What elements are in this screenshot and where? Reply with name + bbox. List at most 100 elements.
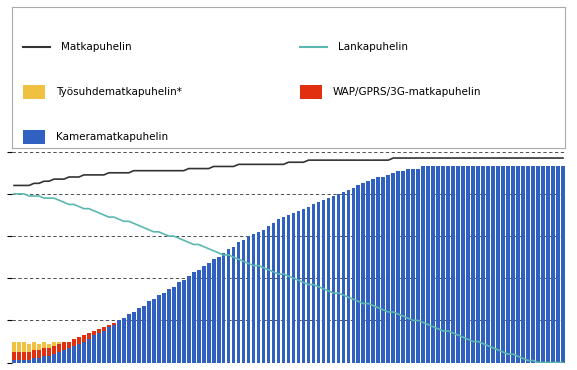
Bar: [142, 306, 145, 363]
Bar: [436, 331, 440, 363]
Bar: [102, 331, 106, 363]
Bar: [187, 293, 190, 363]
Bar: [187, 337, 190, 363]
Bar: [291, 333, 295, 363]
Bar: [192, 272, 196, 363]
Bar: [97, 329, 101, 363]
Bar: [516, 331, 520, 363]
Bar: [72, 342, 76, 363]
Bar: [82, 342, 86, 363]
Bar: [152, 299, 156, 363]
Bar: [242, 270, 245, 363]
Bar: [182, 280, 186, 363]
Bar: [461, 166, 465, 363]
Bar: [202, 337, 205, 363]
Bar: [242, 240, 245, 363]
Bar: [321, 242, 325, 363]
Bar: [152, 306, 156, 363]
Bar: [406, 169, 410, 363]
Bar: [516, 166, 520, 363]
Bar: [396, 171, 400, 363]
Bar: [396, 331, 400, 363]
Bar: [177, 337, 181, 363]
Bar: [426, 331, 430, 363]
Bar: [432, 242, 435, 363]
Bar: [297, 333, 301, 363]
Bar: [42, 348, 46, 363]
Bar: [147, 308, 151, 363]
Bar: [207, 337, 211, 363]
Bar: [267, 225, 271, 363]
Bar: [376, 331, 380, 363]
Bar: [107, 342, 111, 363]
Bar: [436, 166, 440, 363]
Bar: [541, 166, 545, 363]
Bar: [541, 242, 545, 363]
Bar: [276, 335, 280, 363]
Bar: [112, 323, 116, 363]
Bar: [27, 344, 31, 363]
Bar: [82, 342, 86, 363]
Bar: [556, 331, 560, 363]
Bar: [521, 242, 525, 363]
Bar: [132, 312, 136, 363]
Bar: [391, 173, 395, 363]
Bar: [27, 352, 31, 363]
Bar: [342, 333, 345, 363]
Bar: [72, 346, 76, 363]
Bar: [451, 166, 455, 363]
Bar: [481, 166, 485, 363]
Bar: [262, 335, 265, 363]
Bar: [496, 331, 500, 363]
Bar: [252, 266, 256, 363]
Bar: [376, 177, 380, 363]
Text: Matkapuhelin: Matkapuhelin: [61, 42, 132, 52]
Bar: [162, 302, 166, 363]
Bar: [381, 331, 385, 363]
Bar: [321, 200, 325, 363]
Bar: [526, 242, 530, 363]
Bar: [471, 166, 475, 363]
Text: Lankapuhelin: Lankapuhelin: [338, 42, 409, 52]
Bar: [366, 242, 370, 363]
Bar: [406, 331, 410, 363]
Bar: [456, 242, 460, 363]
Bar: [22, 360, 26, 363]
Bar: [521, 331, 525, 363]
Bar: [421, 331, 425, 363]
Bar: [456, 166, 460, 363]
Bar: [366, 181, 370, 363]
Bar: [336, 333, 340, 363]
Bar: [167, 289, 171, 363]
Bar: [447, 166, 450, 363]
Bar: [447, 242, 450, 363]
Bar: [232, 337, 235, 363]
Bar: [87, 342, 91, 363]
Bar: [62, 342, 66, 363]
Bar: [541, 331, 545, 363]
Bar: [202, 287, 205, 363]
Bar: [506, 331, 510, 363]
Bar: [127, 316, 130, 363]
Bar: [162, 337, 166, 363]
Bar: [396, 242, 400, 363]
Bar: [291, 213, 295, 363]
Bar: [526, 331, 530, 363]
Bar: [177, 297, 181, 363]
Bar: [357, 333, 360, 363]
Bar: [336, 242, 340, 363]
Bar: [342, 242, 345, 363]
Bar: [52, 346, 56, 363]
Bar: [347, 190, 350, 363]
Bar: [182, 295, 186, 363]
Bar: [197, 270, 201, 363]
Bar: [372, 242, 375, 363]
Bar: [247, 236, 250, 363]
Bar: [411, 242, 415, 363]
Bar: [177, 282, 181, 363]
Bar: [321, 333, 325, 363]
Bar: [351, 242, 355, 363]
Bar: [426, 166, 430, 363]
Bar: [162, 293, 166, 363]
Bar: [546, 331, 550, 363]
